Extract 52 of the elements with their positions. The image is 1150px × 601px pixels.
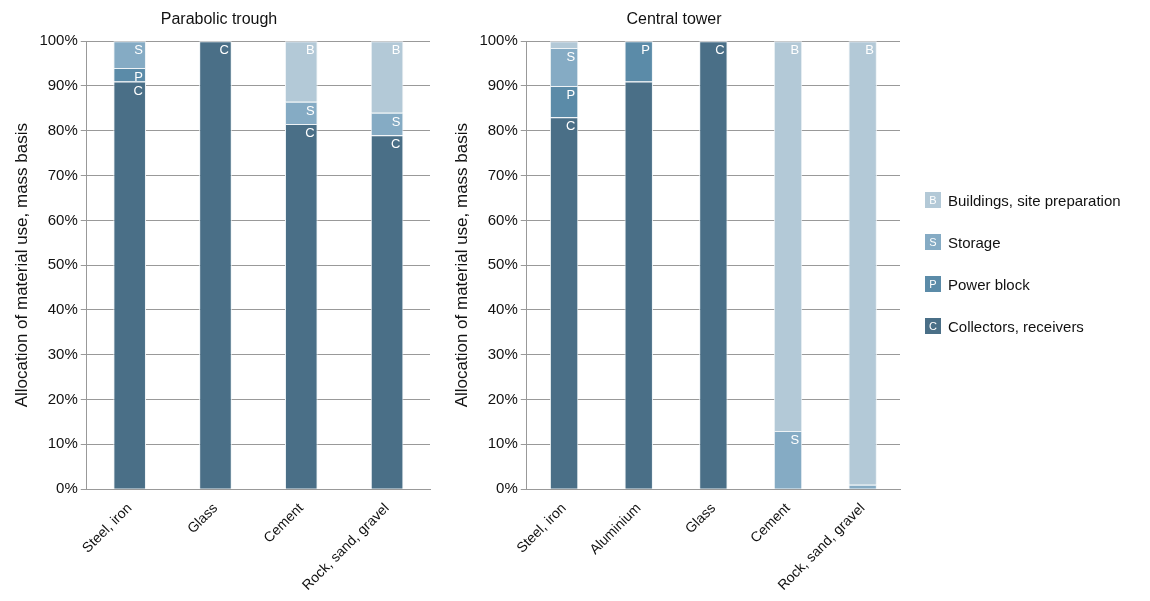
data-label: C [715,42,725,58]
text: S [929,236,937,248]
legend-label: Storage [948,233,1001,251]
y-tick-label: 90% [487,76,518,94]
data-label: B [305,42,315,58]
data-label: S [566,49,576,64]
y-tick-label: 20% [487,389,518,407]
y-tick-label: 80% [487,120,518,138]
y-tick-label: 10% [47,434,78,452]
data-label: B [790,42,800,58]
data-label: B [391,42,401,58]
y-tick-label: 60% [487,210,518,228]
data-label: S [790,431,800,447]
y-tick-label: 40% [487,300,518,318]
text: B [929,194,937,206]
legend-label: Collectors, receivers [948,317,1084,335]
data-label: S [134,42,144,58]
y-tick-label: 70% [47,165,78,183]
y-axis-title: Allocation of material use, mass basis [451,122,471,408]
data-label: C [391,136,401,152]
y-tick-label: 50% [487,255,518,273]
y-tick-label: 0% [496,479,518,497]
text: P [929,278,937,290]
data-label: C [565,118,576,134]
data-label: C [219,42,229,58]
y-tick-label: 30% [47,344,78,362]
data-label: S [305,102,315,118]
y-tick-label: 40% [47,300,78,318]
data-label: P [641,42,650,58]
legend-label: Power block [948,275,1030,293]
y-axis-title: Allocation of material use, mass basis [11,122,31,408]
y-tick-label: 80% [47,120,78,138]
y-tick-label: 50% [47,255,78,273]
data-label: C [305,125,315,141]
y-tick-label: 20% [47,389,78,407]
data-label: B [865,42,874,58]
y-tick-label: 10% [487,434,518,452]
y-tick-label: 0% [56,479,78,497]
y-tick-label: 100% [39,31,78,49]
y-tick-label: 100% [479,31,518,49]
y-tick-label: 60% [47,210,78,228]
data-label: P [566,87,576,103]
y-tick-label: 30% [487,344,518,362]
legend-label: Buildings, site preparation [948,191,1121,209]
y-tick-label: 90% [47,76,78,94]
data-label: S [391,113,401,129]
data-label: P [134,69,143,85]
chart-title: Central tower [626,10,723,28]
chart-title: Parabolic trough [160,10,278,28]
y-tick-label: 70% [487,165,518,183]
data-label: C [133,82,143,98]
text: C [929,320,937,332]
